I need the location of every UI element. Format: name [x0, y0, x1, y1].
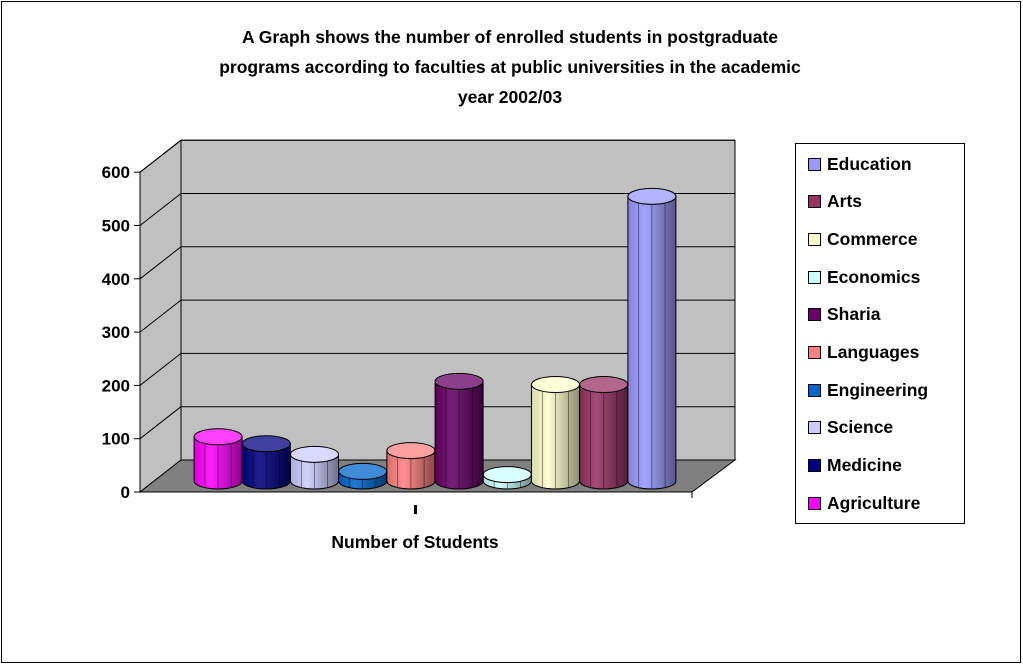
- bar-education: [627, 187, 677, 490]
- gridline-side: [139, 299, 182, 333]
- y-tick-label: 100: [102, 430, 130, 449]
- legend-label: Agriculture: [827, 492, 921, 513]
- legend-item-sharia: Sharia: [808, 304, 881, 325]
- legend-item-agriculture: Agriculture: [808, 493, 920, 513]
- x-category-tick: [414, 505, 417, 514]
- legend-swatch: [808, 157, 821, 171]
- bar-agriculture: [193, 428, 243, 490]
- bars: [193, 187, 677, 490]
- legend-label: Education: [827, 153, 912, 174]
- y-tick-label: 600: [102, 163, 130, 182]
- bar-arts: [579, 376, 629, 490]
- bar-science: [290, 445, 339, 490]
- gridline-side: [139, 246, 182, 280]
- y-tick-label: 0: [121, 483, 130, 502]
- bar-top: [531, 376, 580, 394]
- legend-label: Sharia: [827, 304, 881, 325]
- legend-item-economics: Economics: [808, 267, 920, 287]
- legend-label: Engineering: [827, 379, 929, 400]
- bar-medicine: [241, 435, 291, 490]
- value-axis: 0 100 200 300 400 500 600: [102, 163, 693, 514]
- gridline-side: [139, 406, 182, 440]
- bar-sharia: [434, 372, 484, 490]
- y-tick-label: 500: [102, 217, 130, 236]
- bar-top: [338, 462, 388, 480]
- legend-swatch: [808, 270, 821, 284]
- legend-label: Languages: [827, 342, 920, 362]
- bar-top: [241, 435, 291, 453]
- legend-item-commerce: Commerce: [808, 229, 917, 249]
- bar-top: [627, 187, 677, 205]
- legend-swatch: [808, 383, 821, 397]
- gridline-side: [139, 139, 182, 173]
- chart-title-line-1: A Graph shows the number of enrolled stu…: [241, 27, 779, 47]
- legend-swatch: [808, 459, 821, 473]
- legend-swatch: [808, 346, 821, 359]
- x-axis-label: Number of Students: [331, 532, 499, 552]
- legend-label: Economics: [827, 266, 921, 287]
- legend-swatch: [808, 195, 821, 209]
- legend-item-education: Education: [808, 154, 912, 174]
- y-tick-label: 300: [102, 323, 130, 342]
- legend-item-languages: Languages: [808, 342, 920, 363]
- legend-label: Arts: [827, 191, 863, 212]
- legend-item-engineering: Engineering: [808, 380, 928, 400]
- chart-title-line-2: programs according to faculties at publi…: [219, 57, 801, 77]
- legend-swatch: [808, 308, 821, 322]
- chart-title-line-3: year 2002/03: [457, 87, 563, 107]
- legend-label: Commerce: [827, 228, 918, 249]
- gridline-side: [139, 353, 182, 386]
- chart-title: A Graph shows the number of enrolled stu…: [130, 22, 890, 112]
- bar-commerce: [531, 376, 580, 490]
- legend-item-medicine: Medicine: [808, 455, 902, 476]
- bar-languages: [386, 442, 436, 490]
- legend-item-arts: Arts: [808, 191, 863, 212]
- legend-item-science: Science: [808, 417, 894, 438]
- bar-top: [193, 428, 243, 446]
- bar-top: [434, 372, 484, 390]
- bar-engineering: [338, 462, 388, 490]
- bar-economics: [482, 466, 532, 490]
- legend-label: Medicine: [827, 455, 902, 476]
- y-tick-label: 200: [102, 376, 130, 395]
- bar-top: [482, 466, 532, 484]
- legend-swatch: [808, 232, 821, 246]
- bar-top: [290, 445, 339, 463]
- bar-top: [386, 442, 436, 460]
- legend-swatch: [808, 496, 821, 510]
- legend-label: Science: [827, 417, 894, 438]
- y-tick-label: 400: [102, 270, 130, 289]
- legend-swatch: [808, 421, 821, 435]
- bar-top: [579, 376, 629, 394]
- gridline-side: [139, 193, 182, 226]
- legend: Education Arts Commerce Economics Sharia Lang…: [795, 143, 965, 524]
